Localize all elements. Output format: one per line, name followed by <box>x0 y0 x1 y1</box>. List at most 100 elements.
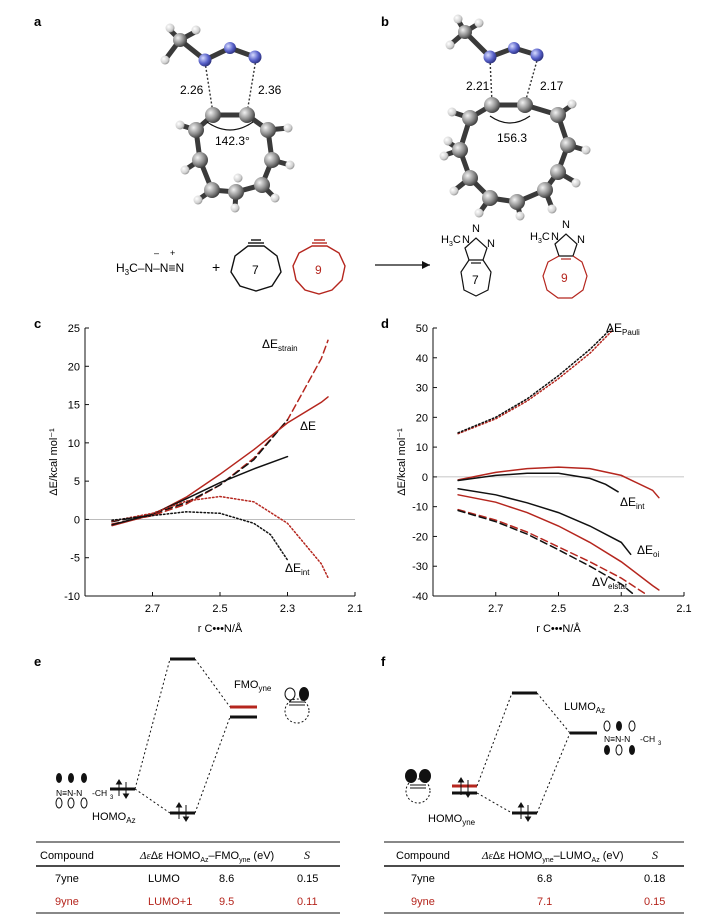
series-line <box>111 495 329 579</box>
mo-diagram-e: FMOyne HOMOAz N≡N-N -CH 3 <box>55 657 310 825</box>
table-row: 9yne 7.1 0.15 <box>411 896 665 908</box>
table-row: 7yne LUMO 8.6 0.15 <box>55 873 318 885</box>
y-tick-label: 50 <box>416 323 428 335</box>
product9-me: H3C <box>530 231 550 245</box>
table-e: Compound ΔεΔε HOMOAz–FMOyne (eV) S 7yne … <box>36 841 340 914</box>
series-line <box>457 509 635 596</box>
azide-orbital-icon: N≡N-N -CH 3 <box>55 773 114 809</box>
curve-label: ΔEint <box>620 495 645 511</box>
series-line <box>457 508 648 596</box>
y-tick-label: 10 <box>416 442 428 454</box>
table-e-header-de: ΔεΔε HOMOAz–FMOyne (eV) <box>139 850 274 864</box>
table-f-header-s: S <box>652 848 658 862</box>
series-line <box>457 494 660 591</box>
table-e-header-s: S <box>304 848 310 862</box>
x-tick-label: 2.5 <box>212 603 227 615</box>
panel-label-e: e <box>34 654 41 669</box>
lumo-az-label: LUMOAz <box>564 701 605 715</box>
series-line <box>111 419 289 523</box>
y-tick-label: 20 <box>416 412 428 424</box>
x-axis-label: r C•••N/Å <box>536 622 581 635</box>
curve-label: ΔEint <box>285 561 310 577</box>
fmo-yne-label: FMOyne <box>234 679 272 693</box>
homo-yne-label: HOMOyne <box>428 813 476 827</box>
chart-d-eda: 50 40 30 20 10 0 -10 -20 -30 -40 2.7 2.5 2.3 2.1 r C••… <box>396 321 692 635</box>
svg-text:8.6: 8.6 <box>219 873 234 885</box>
y-tick-label: -20 <box>412 531 428 543</box>
product7-n3: N <box>487 238 495 250</box>
x-tick-label: 2.3 <box>280 603 295 615</box>
reaction-scheme: H3C–N–N≡N – + + 7 9 H3C N N N 7 <box>116 219 588 299</box>
table-row: 9yne LUMO+1 9.5 0.11 <box>55 896 318 908</box>
x-tick-label: 2.1 <box>347 603 362 615</box>
curve-label: ΔEstrain <box>262 337 298 353</box>
svg-text:-CH: -CH <box>640 734 655 744</box>
product9-n2: N <box>562 219 570 231</box>
angle-b: 156.3 <box>497 131 527 145</box>
azide-charge-minus: – <box>154 248 159 258</box>
svg-text:LUMO+1: LUMO+1 <box>148 896 192 908</box>
svg-text:N≡N-N: N≡N-N <box>56 788 82 798</box>
table-row: 7yne 6.8 0.18 <box>411 873 665 885</box>
alkyne-orbital-icon-f <box>405 769 431 804</box>
svg-text:7yne: 7yne <box>411 873 435 885</box>
svg-text:9yne: 9yne <box>411 896 435 908</box>
panel-label-d: d <box>381 316 389 331</box>
svg-text:0.15: 0.15 <box>297 873 318 885</box>
table-f-header-de: ΔεΔε HOMOyne–LUMOAz (eV) <box>481 850 624 864</box>
y-tick-label: -10 <box>64 591 80 603</box>
distance-a1: 2.26 <box>180 83 204 97</box>
svg-text:7.1: 7.1 <box>537 896 552 908</box>
svg-text:9.5: 9.5 <box>219 896 234 908</box>
x-tick-label: 2.7 <box>488 603 503 615</box>
product9-n1: N <box>551 231 559 243</box>
y-tick-label: 30 <box>416 383 428 395</box>
series-line <box>111 455 289 526</box>
panel-label-b: b <box>381 14 389 29</box>
product9-ring-label: 9 <box>561 271 568 285</box>
series-line <box>457 488 632 556</box>
curve-label: ΔE <box>300 419 316 433</box>
y-tick-label: 0 <box>422 472 428 484</box>
y-tick-label: 5 <box>74 476 80 488</box>
y-tick-label: 0 <box>74 514 80 526</box>
series-line <box>457 466 660 499</box>
x-tick-label: 2.1 <box>676 603 691 615</box>
svg-text:9yne: 9yne <box>55 896 79 908</box>
azide-h: H3C–N–N≡N <box>116 261 184 277</box>
y-axis-label: ΔE/kcal mol⁻¹ <box>396 428 408 496</box>
y-tick-label: -30 <box>412 561 428 573</box>
cycloheptyne-reactant <box>230 239 282 292</box>
svg-text:-CH: -CH <box>92 788 107 798</box>
x-axis-label: r C•••N/Å <box>198 622 243 635</box>
curve-label: ΔEoi <box>637 543 659 559</box>
series-line <box>111 396 329 527</box>
angle-a: 142.3° <box>215 134 250 148</box>
homo-az-label-e: HOMOAz <box>92 811 136 825</box>
y-tick-label: -5 <box>70 553 80 565</box>
structure-a-7yne-ts: 2.26 2.36 142.3° <box>160 23 295 213</box>
distance-b1: 2.21 <box>466 79 490 93</box>
y-tick-label: 20 <box>68 361 80 373</box>
product7-me: H3C <box>441 234 461 248</box>
product7-n2: N <box>472 223 480 235</box>
product7-n1: N <box>462 234 470 246</box>
svg-text:6.8: 6.8 <box>537 873 552 885</box>
x-tick-label: 2.5 <box>551 603 566 615</box>
panel-label-a: a <box>34 14 42 29</box>
azide-orbital-icon-f: N≡N-N -CH 3 <box>603 720 662 756</box>
series-line <box>457 330 613 435</box>
azide-charge-plus: + <box>170 248 175 258</box>
mo-diagram-f: LUMOAz HOMOyne N≡N-N -CH 3 <box>405 691 662 827</box>
curve-label: ΔEPauli <box>606 321 640 337</box>
y-tick-label: 15 <box>68 400 80 412</box>
panel-label-c: c <box>34 316 41 331</box>
y-axis-label: ΔE/kcal mol⁻¹ <box>48 428 60 496</box>
y-tick-label: -10 <box>412 502 428 514</box>
ring-7-label: 7 <box>252 263 259 277</box>
product7-ring-label: 7 <box>472 273 479 287</box>
svg-text:LUMO: LUMO <box>148 873 180 885</box>
distance-a2: 2.36 <box>258 83 282 97</box>
structure-b-9yne-ts: 2.21 2.17 156.3 <box>439 14 591 221</box>
